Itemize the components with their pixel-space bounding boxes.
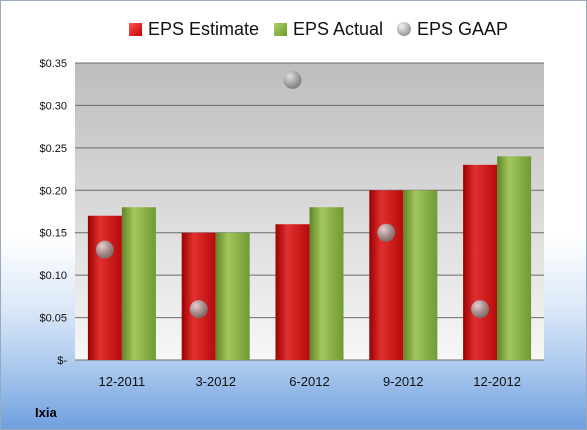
bar-eps-estimate bbox=[87, 215, 122, 360]
bar-eps-estimate bbox=[181, 232, 216, 360]
bar-eps-actual bbox=[121, 207, 156, 360]
y-axis-ticks: $- $0.05 $0.10 $0.15 $0.20 $0.25 $0.30 $0.35 bbox=[39, 58, 67, 367]
y-tick-label: $0.25 bbox=[39, 143, 67, 155]
legend-item-eps-estimate: EPS Estimate bbox=[129, 16, 259, 42]
bar-eps-actual bbox=[215, 232, 250, 360]
point-eps-gaap bbox=[471, 300, 490, 319]
bars bbox=[87, 156, 532, 360]
x-tick-label: 3-2012 bbox=[195, 374, 235, 389]
bar-eps-actual bbox=[497, 156, 532, 360]
bar-eps-actual bbox=[403, 190, 438, 360]
x-axis-ticks: 12-2011 3-2012 6-2012 9-2012 12-2012 bbox=[99, 374, 521, 389]
legend-label-eps-estimate: EPS Estimate bbox=[148, 18, 260, 39]
y-tick-label: $0.30 bbox=[39, 100, 67, 112]
legend-item-eps-actual: EPS Actual bbox=[274, 16, 383, 42]
y-tick-label: $0.10 bbox=[39, 270, 67, 282]
point-eps-gaap bbox=[283, 70, 302, 89]
bar-eps-estimate bbox=[369, 190, 404, 360]
chart-legend: EPS Estimate EPS Actual EPS GAAP bbox=[1, 16, 586, 42]
x-tick-label: 9-2012 bbox=[383, 374, 423, 389]
x-tick-label: 6-2012 bbox=[289, 374, 329, 389]
legend-item-eps-gaap: EPS GAAP bbox=[397, 16, 508, 42]
x-tick-label: 12-2012 bbox=[473, 374, 521, 389]
company-label: Ixia bbox=[35, 405, 57, 420]
bar-eps-actual bbox=[309, 207, 344, 360]
bar-eps-estimate bbox=[275, 224, 310, 360]
legend-label-eps-actual: EPS Actual bbox=[293, 18, 384, 39]
legend-swatch-eps-estimate bbox=[129, 22, 142, 36]
point-eps-gaap bbox=[377, 223, 396, 242]
y-tick-label: $0.20 bbox=[39, 185, 67, 197]
y-tick-label: $0.05 bbox=[39, 313, 67, 325]
y-tick-label: $- bbox=[57, 355, 67, 367]
legend-label-eps-gaap: EPS GAAP bbox=[417, 18, 509, 39]
point-eps-gaap bbox=[95, 240, 114, 259]
y-tick-label: $0.35 bbox=[39, 58, 67, 70]
y-tick-label: $0.15 bbox=[39, 228, 67, 240]
gaap-points bbox=[95, 70, 490, 319]
legend-swatch-eps-actual bbox=[274, 22, 287, 36]
x-tick-label: 12-2011 bbox=[99, 374, 146, 389]
bar-eps-estimate bbox=[463, 164, 498, 360]
legend-marker-eps-gaap bbox=[397, 22, 411, 36]
point-eps-gaap bbox=[189, 300, 208, 319]
